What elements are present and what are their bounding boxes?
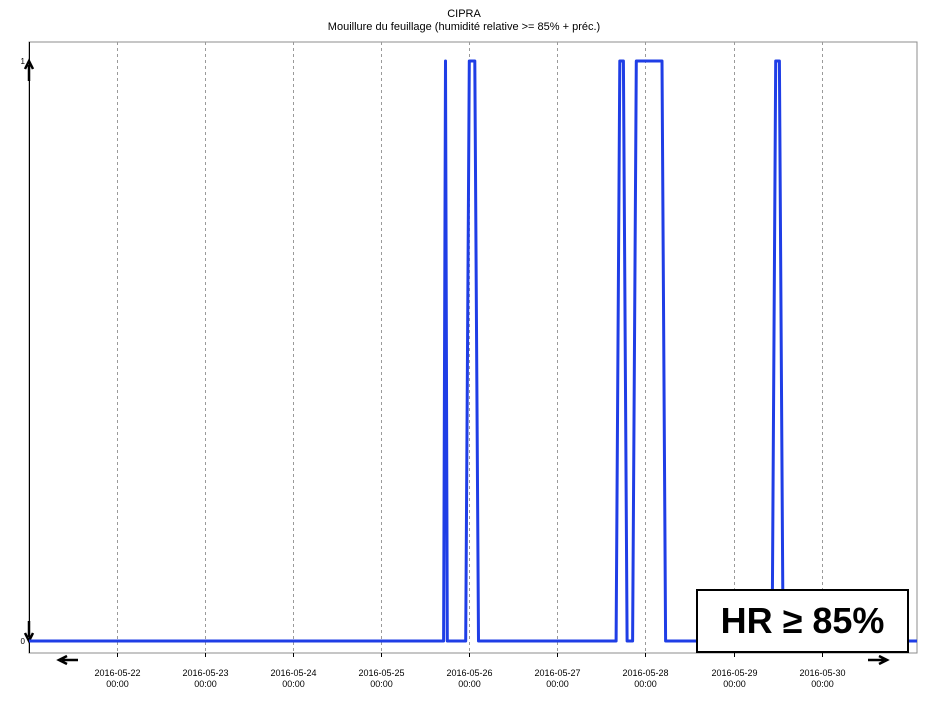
y-tick-label: 0 bbox=[21, 637, 26, 646]
x-tick-label-date: 2016-05-29 bbox=[711, 668, 757, 678]
x-tick-label-date: 2016-05-28 bbox=[622, 668, 668, 678]
x-tick-label-time: 00:00 bbox=[458, 679, 481, 689]
x-tick-label-time: 00:00 bbox=[811, 679, 834, 689]
x-tick-label-date: 2016-05-26 bbox=[446, 668, 492, 678]
x-scroll-left-arrow bbox=[56, 654, 78, 666]
x-tick-label-date: 2016-05-24 bbox=[270, 668, 316, 678]
hr-annotation-box: HR ≥ 85% bbox=[696, 589, 909, 653]
x-tick-label-date: 2016-05-30 bbox=[799, 668, 845, 678]
chart-subtitle: Mouillure du feuillage (humidité relativ… bbox=[327, 21, 601, 33]
x-tick-label-date: 2016-05-25 bbox=[358, 668, 404, 678]
plot-frame bbox=[28, 41, 918, 654]
x-tick-label-date: 2016-05-23 bbox=[182, 668, 228, 678]
series-line-0 bbox=[29, 59, 917, 643]
x-tick-label-date: 2016-05-27 bbox=[534, 668, 580, 678]
x-tick-label-time: 00:00 bbox=[194, 679, 217, 689]
x-tick-label-time: 00:00 bbox=[634, 679, 657, 689]
x-tick-label-time: 00:00 bbox=[723, 679, 746, 689]
chart-title: CIPRA bbox=[447, 8, 481, 20]
x-tick-label-date: 2016-05-22 bbox=[94, 668, 140, 678]
x-tick-label-time: 00:00 bbox=[546, 679, 569, 689]
x-tick-label-time: 00:00 bbox=[106, 679, 129, 689]
y-tick-label: 1 bbox=[21, 57, 26, 66]
hr-annotation-text: HR ≥ 85% bbox=[720, 600, 885, 641]
y-axis-up-arrow bbox=[23, 58, 35, 81]
x-tick-label-time: 00:00 bbox=[370, 679, 393, 689]
x-tick-label-time: 00:00 bbox=[282, 679, 305, 689]
x-scroll-right-arrow bbox=[868, 654, 890, 666]
